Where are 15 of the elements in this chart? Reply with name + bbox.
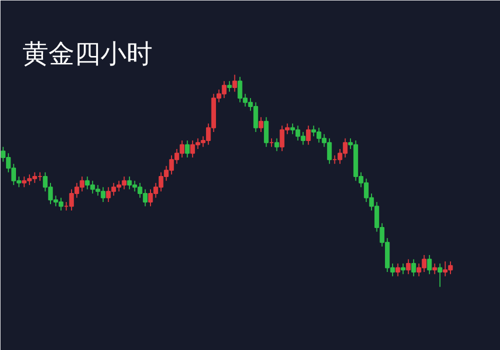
- candlestick: [232, 74, 238, 92]
- candlestick: [438, 263, 442, 288]
- candlestick: [274, 138, 280, 152]
- candlestick: [306, 125, 311, 146]
- candlestick: [406, 258, 411, 275]
- candlestick: [258, 116, 264, 133]
- chart-title: 黄金四小时: [22, 40, 152, 70]
- candlestick: [396, 263, 400, 277]
- candlestick: [184, 140, 190, 158]
- candlestick: [432, 263, 438, 275]
- candlestick: [411, 258, 416, 277]
- candlestick: [264, 116, 269, 148]
- candlestick: [227, 80, 232, 92]
- candlestick: [400, 263, 406, 275]
- candlestick: [427, 254, 432, 275]
